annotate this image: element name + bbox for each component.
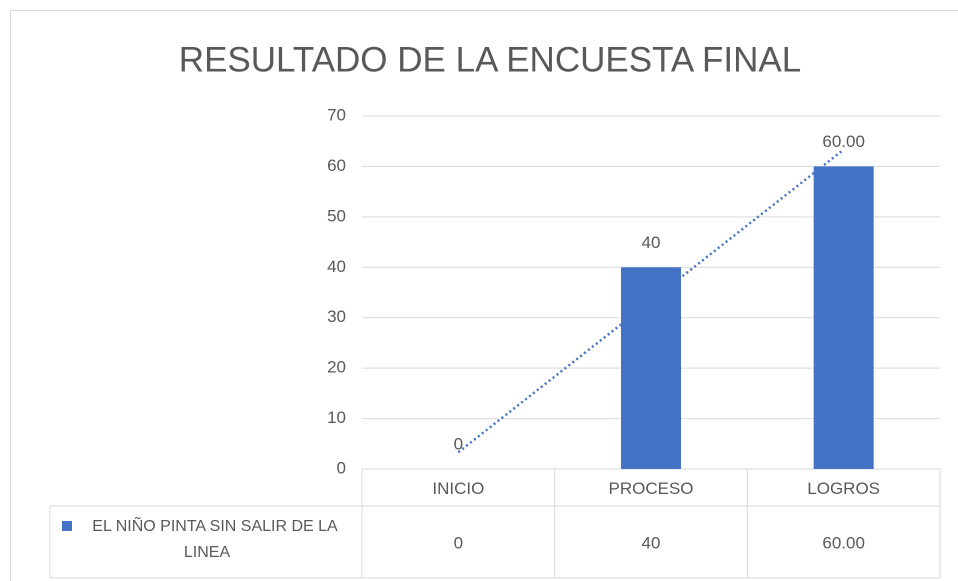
y-tick-label: 0 xyxy=(337,458,346,477)
y-tick-label: 70 xyxy=(327,105,346,124)
x-tick-label: INICIO xyxy=(432,479,484,498)
y-tick-label: 10 xyxy=(327,408,346,427)
table-value: 60.00 xyxy=(822,533,865,552)
trendline xyxy=(457,148,845,454)
x-tick-label: LOGROS xyxy=(807,479,880,498)
x-tick-label: PROCESO xyxy=(608,479,693,498)
y-tick-label: 40 xyxy=(327,257,346,276)
data-label: 60.00 xyxy=(822,132,865,151)
table-value: 0 xyxy=(454,533,463,552)
chart-title: RESULTADO DE LA ENCUESTA FINAL xyxy=(179,40,801,79)
bar xyxy=(813,166,874,469)
legend-key xyxy=(62,521,72,531)
y-tick-label: 60 xyxy=(327,156,346,175)
legend-entry-box: EL NIÑO PINTA SIN SALIR DE LA LINEA xyxy=(92,518,338,561)
chart-frame xyxy=(10,10,958,581)
legend-entry: EL NIÑO PINTA SIN SALIR DE LA LINEA xyxy=(92,518,338,561)
bar xyxy=(621,267,681,469)
y-tick-label: 30 xyxy=(327,307,346,326)
data-label: 0 xyxy=(454,434,463,453)
table-value: 40 xyxy=(642,533,661,552)
y-tick-label: 20 xyxy=(327,358,346,377)
y-tick-label: 50 xyxy=(327,206,346,225)
data-label: 40 xyxy=(642,233,661,252)
